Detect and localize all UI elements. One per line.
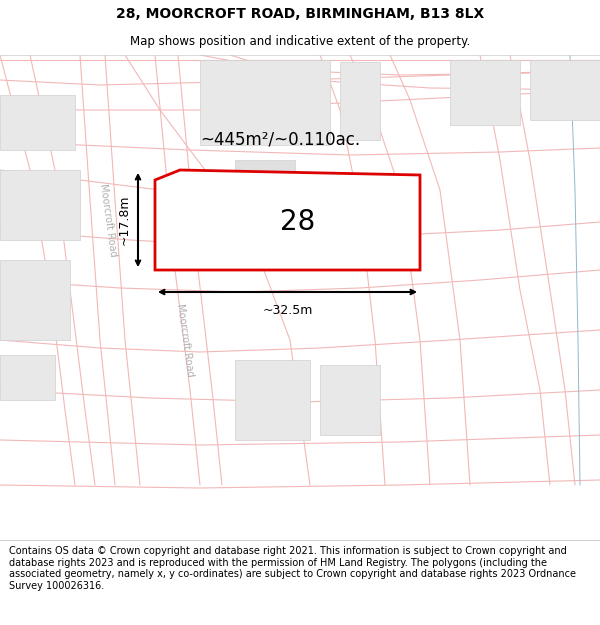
Bar (0, 95, 75, 150)
Text: 28: 28 (280, 209, 315, 236)
Text: Moorcroft Road: Moorcroft Road (175, 302, 195, 378)
Bar (0, 260, 70, 340)
Bar (530, 60, 600, 120)
Text: 28, MOORCROFT ROAD, BIRMINGHAM, B13 8LX: 28, MOORCROFT ROAD, BIRMINGHAM, B13 8LX (116, 7, 484, 21)
Bar (235, 160, 295, 270)
Bar (0, 170, 80, 240)
Bar (450, 60, 520, 125)
Text: Moorcroft Road: Moorcroft Road (98, 182, 118, 258)
Text: ~445m²/~0.110ac.: ~445m²/~0.110ac. (200, 131, 360, 149)
Bar (340, 62, 380, 140)
Bar (320, 365, 380, 435)
Text: Map shows position and indicative extent of the property.: Map shows position and indicative extent… (130, 35, 470, 48)
Bar (200, 60, 330, 145)
Bar (235, 360, 310, 440)
Bar (0, 355, 55, 400)
Text: Contains OS data © Crown copyright and database right 2021. This information is : Contains OS data © Crown copyright and d… (9, 546, 576, 591)
Text: ~32.5m: ~32.5m (262, 304, 313, 317)
Polygon shape (155, 170, 420, 270)
Text: ~17.8m: ~17.8m (118, 195, 131, 245)
